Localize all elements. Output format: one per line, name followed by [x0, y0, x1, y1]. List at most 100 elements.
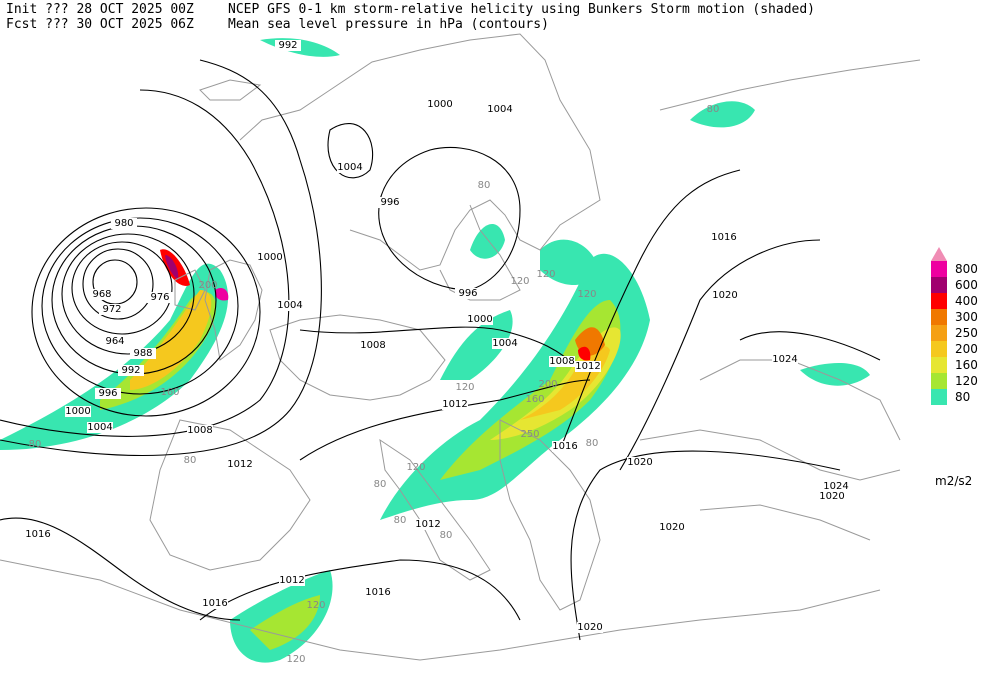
- isobar-label-bg: [111, 218, 137, 229]
- helicity-label: 80: [29, 439, 42, 450]
- isobar-label-bg: [659, 522, 685, 533]
- helicity-label: 120: [536, 269, 555, 280]
- helicity-label: 80: [394, 515, 407, 526]
- helicity-area: [800, 363, 870, 386]
- helicity-label: 80: [478, 180, 491, 191]
- isobar-label: 1016: [552, 441, 577, 452]
- helicity-label: 120: [406, 462, 425, 473]
- isobar-label: 980: [114, 218, 133, 229]
- helicity-label: 160: [525, 394, 544, 405]
- isobars: [0, 59, 881, 641]
- isobar-label: 1008: [187, 425, 212, 436]
- isobar-label: 1020: [659, 522, 684, 533]
- isobar-label-bg: [712, 290, 738, 301]
- isobar-label: 1020: [627, 457, 652, 468]
- helicity-label: 80: [184, 455, 197, 466]
- colorbar-box: [931, 309, 947, 325]
- isobar-label: 1004: [492, 338, 517, 349]
- isobar-label-bg: [202, 598, 228, 609]
- isobar-label-bg: [227, 459, 253, 470]
- colorbar-label: 160: [955, 358, 978, 372]
- helicity-label: 120: [306, 600, 325, 611]
- isobar-label-bg: [772, 354, 798, 365]
- isobar-label-bg: [575, 361, 601, 372]
- isobar-label-bg: [427, 99, 453, 110]
- isobar-label: 972: [102, 304, 121, 315]
- colorbar-box: [931, 277, 947, 293]
- colorbar-label: 800: [955, 262, 978, 276]
- isobar-label: 1012: [279, 575, 304, 586]
- isobar-label-bg: [455, 288, 481, 299]
- helicity-area: [214, 288, 229, 301]
- isobar-label: 1008: [549, 356, 574, 367]
- colorbar-box: [931, 373, 947, 389]
- helicity-area: [250, 595, 320, 650]
- isobar-label-bg: [442, 399, 468, 410]
- helicity-label: 120: [286, 654, 305, 665]
- isobar-label: 1000: [65, 406, 90, 417]
- isobar-labels: 992 1004 1000 1004 996 980 976 968 972 964 988 992 9…: [25, 40, 849, 633]
- isobar-label: 1004: [277, 300, 302, 311]
- isobar-label-bg: [365, 587, 391, 598]
- helicity-shading: [0, 38, 870, 663]
- isobar-label-bg: [823, 481, 849, 492]
- colorbar-label: 300: [955, 310, 978, 324]
- helicity-area: [440, 310, 513, 380]
- helicity-area: [440, 300, 621, 480]
- isobar-label: 964: [105, 336, 124, 347]
- helicity-area: [540, 239, 600, 285]
- isobar-label: 1012: [415, 519, 440, 530]
- isobar-label-bg: [627, 457, 653, 468]
- isobar-label: 1016: [25, 529, 50, 540]
- isobar-label: 1008: [360, 340, 385, 351]
- isobar-label: 1020: [712, 290, 737, 301]
- isobar-label: 1012: [575, 361, 600, 372]
- isobar-label: 996: [380, 197, 399, 208]
- isobar-label-bg: [95, 388, 121, 399]
- helicity-label: 80: [707, 104, 720, 115]
- isobar-label-bg: [549, 356, 575, 367]
- helicity-label: 250: [520, 429, 539, 440]
- isobar-label-bg: [89, 289, 115, 300]
- isobar-label-bg: [492, 338, 518, 349]
- isobar-label: 1020: [577, 622, 602, 633]
- helicity-label: 120: [577, 289, 596, 300]
- isobar-label-bg: [467, 314, 493, 325]
- isobar-label-bg: [415, 519, 441, 530]
- isobar-label-bg: [487, 104, 513, 115]
- forecast-time: Fcst ??? 30 OCT 2025 06Z: [6, 17, 194, 32]
- isobar-label-bg: [147, 292, 173, 303]
- isobar-label-bg: [552, 441, 578, 452]
- helicity-labels: 80 80 120 120 120 200 160 80 120 250 200 160 80 120 80…: [29, 104, 720, 665]
- isobar-label-bg: [577, 622, 603, 633]
- colorbar-label: 80: [955, 390, 970, 404]
- helicity-label: 80: [586, 438, 599, 449]
- isobar-label-bg: [279, 575, 305, 586]
- isobar-label: 1024: [772, 354, 797, 365]
- isobar-label: 988: [133, 348, 152, 359]
- helicity-area: [165, 255, 179, 280]
- isobar-label-bg: [99, 304, 125, 315]
- colorbar-box: [931, 293, 947, 309]
- isobar-label-bg: [277, 300, 303, 311]
- helicity-area: [470, 223, 505, 259]
- helicity-area: [690, 101, 755, 128]
- isobar-label-bg: [87, 422, 113, 433]
- colorbar: 80 120 160 200 250 300 400 600 800: [931, 247, 978, 405]
- helicity-area: [380, 253, 650, 520]
- isobar-label: 1004: [487, 104, 512, 115]
- isobar-label-bg: [275, 40, 301, 51]
- helicity-label: 160: [160, 387, 179, 398]
- isobar-label-bg: [711, 232, 737, 243]
- colorbar-label: 120: [955, 374, 978, 388]
- colorbar-extend: [931, 247, 947, 261]
- colorbar-unit: m2/s2: [935, 474, 972, 488]
- helicity-label: 200: [198, 280, 217, 291]
- isobar-label: 1004: [87, 422, 112, 433]
- colorbar-box: [931, 389, 947, 405]
- isobar-label: 996: [98, 388, 117, 399]
- init-time: Init ??? 28 OCT 2025 00Z: [6, 2, 194, 17]
- helicity-label: 200: [538, 379, 557, 390]
- subtitle: Mean sea level pressure in hPa (contours…: [228, 17, 549, 32]
